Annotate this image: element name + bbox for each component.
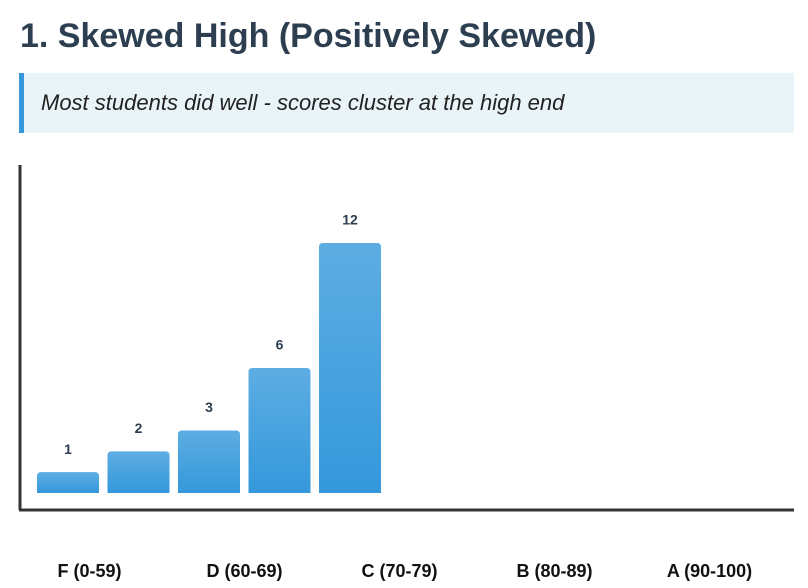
subtitle-box bbox=[19, 73, 794, 133]
value-label: 1 bbox=[64, 441, 72, 457]
x-tick-label: B (80-89) bbox=[516, 561, 592, 581]
x-tick-label: F (0-59) bbox=[57, 561, 121, 581]
subtitle-accent bbox=[19, 73, 24, 133]
subtitle: Most students did well - scores cluster … bbox=[41, 90, 565, 115]
bar bbox=[37, 472, 99, 493]
bar bbox=[107, 451, 170, 493]
x-tick-label: C (70-79) bbox=[361, 561, 437, 581]
value-label: 6 bbox=[276, 337, 284, 353]
value-label: 3 bbox=[205, 399, 213, 415]
x-tick-label: A (90-100) bbox=[667, 561, 752, 581]
bar bbox=[248, 368, 311, 493]
x-tick-label: D (60-69) bbox=[206, 561, 282, 581]
value-label: 12 bbox=[342, 212, 358, 228]
value-label: 2 bbox=[135, 420, 143, 436]
chart-title: 1. Skewed High (Positively Skewed) bbox=[20, 17, 596, 55]
bar bbox=[178, 430, 240, 493]
bar bbox=[319, 243, 381, 493]
